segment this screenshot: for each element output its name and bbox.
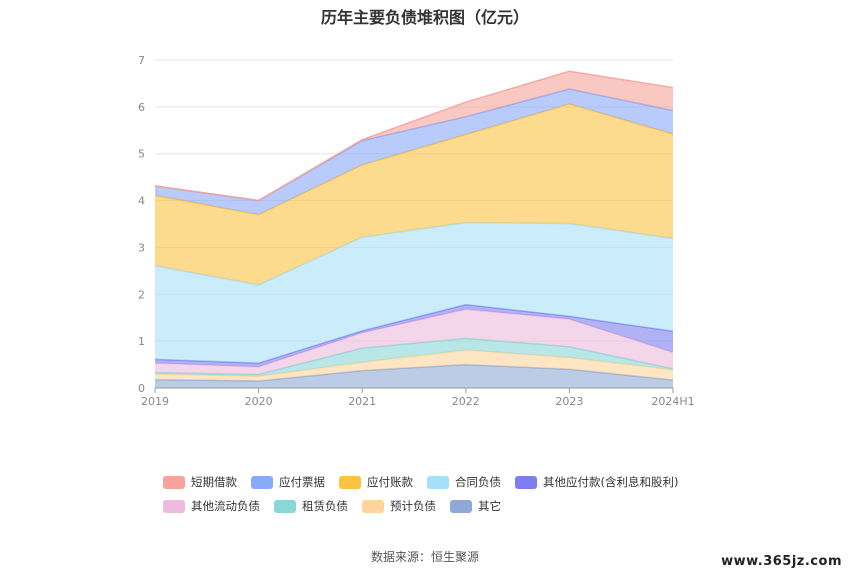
chart-legend: 短期借款 应付票据 应付账款 合同负债 其他应付款(含利息和股利) 其他流动负债 租赁负债 预…	[163, 470, 723, 518]
y-tick-label: 0	[138, 382, 145, 395]
legend-item[interactable]: 其他应付款(含利息和股利)	[515, 474, 678, 490]
series-line	[154, 70, 674, 202]
x-tick-label: 2020	[245, 395, 273, 408]
y-tick-label: 3	[138, 241, 145, 254]
legend-label: 应付票据	[279, 475, 325, 489]
legend-swatch	[163, 499, 185, 513]
area-series	[155, 309, 673, 375]
legend-label: 租赁负债	[302, 499, 348, 513]
legend-label: 其他应付款(含利息和股利)	[543, 475, 679, 489]
legend-swatch	[339, 475, 361, 489]
legend-item[interactable]: 其它	[450, 498, 501, 514]
legend-row: 短期借款 应付票据 应付账款 合同负债 其他应付款(含利息和股利)	[163, 470, 723, 494]
legend-item[interactable]: 短期借款	[163, 474, 237, 490]
area-series	[155, 364, 673, 388]
legend-swatch	[515, 475, 537, 489]
legend-label: 合同负债	[455, 475, 501, 489]
legend-swatch	[251, 475, 273, 489]
legend-item[interactable]: 应付票据	[251, 474, 325, 490]
y-tick-label: 4	[138, 195, 145, 208]
legend-item[interactable]: 租赁负债	[274, 498, 348, 514]
area-series	[155, 104, 673, 285]
area-series	[155, 89, 673, 215]
area-series	[155, 71, 673, 201]
y-tick-label: 6	[138, 101, 145, 114]
legend-item[interactable]: 应付账款	[339, 474, 413, 490]
legend-label: 应付账款	[367, 475, 413, 489]
y-tick-label: 2	[138, 288, 145, 301]
legend-label: 其他流动负债	[191, 499, 260, 513]
legend-label: 预计负债	[390, 499, 436, 513]
legend-swatch	[427, 475, 449, 489]
legend-item[interactable]: 其他流动负债	[163, 498, 260, 514]
legend-label: 其它	[478, 499, 501, 513]
y-tick-label: 5	[138, 148, 145, 161]
series-line	[154, 103, 674, 216]
watermark: www.365jz.com	[721, 554, 842, 569]
legend-label: 短期借款	[191, 475, 237, 489]
legend-item[interactable]: 合同负债	[427, 474, 501, 490]
area-series	[155, 338, 673, 377]
area-series	[155, 222, 673, 364]
x-tick-label: 2021	[348, 395, 376, 408]
x-tick-label: 2019	[141, 395, 169, 408]
legend-row: 其他流动负债 租赁负债 预计负债 其它	[163, 494, 723, 518]
x-tick-label: 2024H1	[651, 395, 694, 408]
legend-swatch	[163, 475, 185, 489]
y-tick-label: 7	[138, 54, 145, 67]
legend-swatch	[274, 499, 296, 513]
chart-title: 历年主要负债堆积图（亿元）	[320, 8, 529, 27]
legend-swatch	[450, 499, 472, 513]
legend-swatch	[362, 499, 384, 513]
data-source: 数据来源：恒生聚源	[370, 550, 479, 564]
series-line	[154, 349, 674, 378]
legend-item[interactable]: 预计负债	[362, 498, 436, 514]
y-tick-label: 1	[138, 335, 145, 348]
x-tick-label: 2023	[555, 395, 583, 408]
x-tick-label: 2022	[452, 395, 480, 408]
